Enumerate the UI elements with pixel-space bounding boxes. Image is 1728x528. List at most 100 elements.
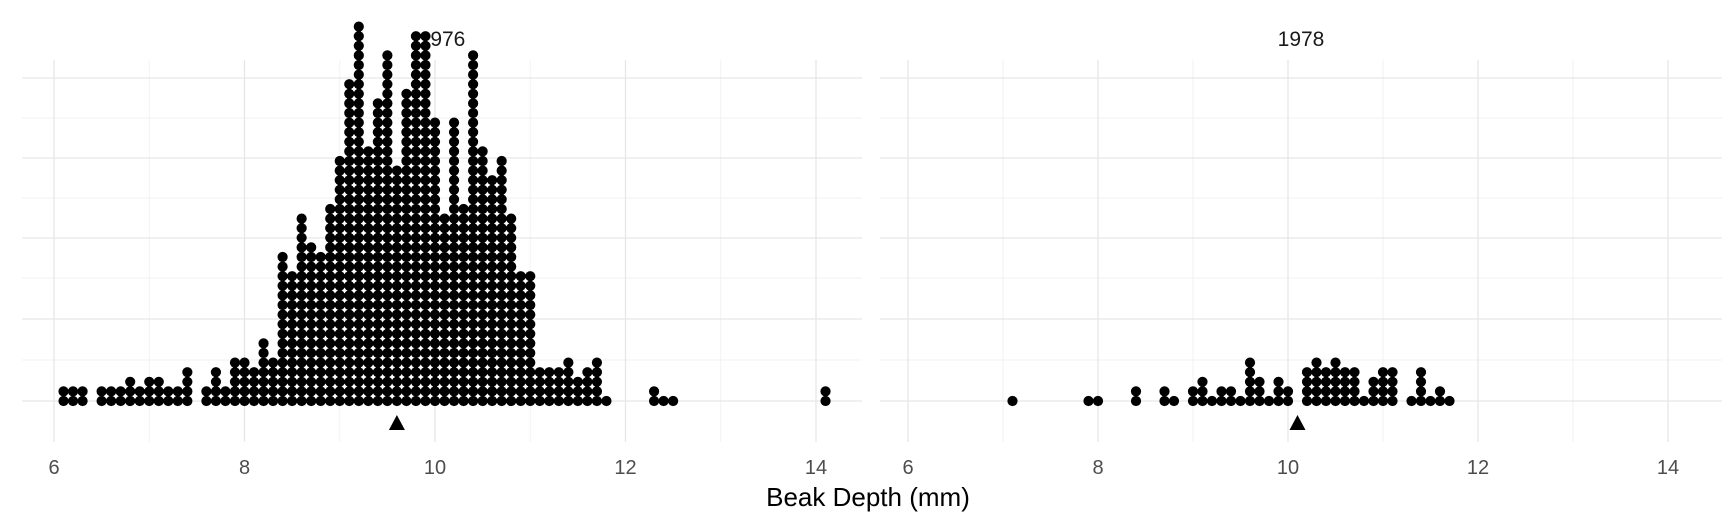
data-dot bbox=[391, 175, 402, 186]
data-dot bbox=[334, 290, 345, 301]
data-dot bbox=[439, 338, 450, 349]
data-dot bbox=[420, 213, 431, 224]
data-dot bbox=[325, 203, 336, 215]
data-dot bbox=[477, 194, 488, 205]
panel-1978: 6 8 10 12 14 1978 bbox=[880, 28, 1722, 479]
data-dot bbox=[391, 299, 402, 311]
data-dot bbox=[334, 242, 345, 253]
data-dot bbox=[458, 213, 469, 224]
data-dot bbox=[401, 347, 412, 359]
data-dot bbox=[525, 280, 536, 291]
data-dot bbox=[125, 395, 136, 407]
data-dot bbox=[334, 367, 345, 378]
data-dot bbox=[544, 395, 555, 407]
data-dot bbox=[1377, 367, 1389, 378]
data-dot bbox=[525, 299, 536, 311]
data-dot bbox=[448, 165, 460, 176]
data-dot bbox=[477, 309, 488, 320]
data-dot bbox=[410, 299, 422, 311]
data-dot bbox=[334, 338, 345, 349]
data-dot bbox=[410, 155, 422, 167]
data-dot bbox=[325, 386, 336, 397]
data-dot bbox=[353, 376, 364, 387]
data-dot bbox=[410, 261, 422, 272]
data-dot bbox=[344, 223, 355, 234]
data-dot bbox=[306, 367, 317, 378]
data-dot bbox=[315, 261, 326, 272]
data-dot bbox=[515, 347, 526, 359]
data-dot bbox=[106, 386, 117, 397]
data-dot bbox=[525, 338, 536, 349]
data-dot bbox=[477, 328, 488, 339]
data-dot bbox=[458, 338, 469, 349]
data-dot bbox=[477, 165, 488, 176]
data-dot bbox=[487, 395, 498, 407]
data-dot bbox=[344, 251, 355, 263]
data-dot bbox=[458, 347, 469, 359]
data-dot bbox=[372, 98, 383, 109]
data-dot bbox=[353, 79, 364, 90]
data-dot bbox=[477, 386, 488, 397]
data-dot bbox=[1244, 376, 1256, 387]
data-dot bbox=[534, 386, 545, 397]
data-dot bbox=[468, 117, 479, 128]
data-dot bbox=[372, 213, 383, 224]
data-dot bbox=[582, 367, 593, 378]
data-dot bbox=[315, 367, 326, 378]
data-dot bbox=[382, 69, 393, 80]
data-dot bbox=[382, 376, 393, 387]
data-dot bbox=[363, 251, 374, 263]
data-dot bbox=[477, 155, 488, 167]
data-dot bbox=[1387, 395, 1398, 407]
data-dot bbox=[353, 328, 364, 339]
data-dot bbox=[410, 338, 422, 349]
data-dot bbox=[315, 319, 326, 330]
data-dot bbox=[277, 376, 288, 387]
data-dot bbox=[1415, 395, 1427, 407]
data-dot bbox=[496, 319, 507, 330]
data-dot bbox=[496, 165, 507, 176]
data-dot bbox=[353, 290, 364, 301]
data-dot bbox=[420, 88, 431, 99]
data-dot bbox=[410, 280, 422, 291]
data-dot bbox=[1263, 395, 1275, 407]
data-dot bbox=[401, 136, 412, 147]
data-dot bbox=[382, 155, 393, 167]
data-dot bbox=[382, 146, 393, 157]
data-dot bbox=[496, 376, 507, 387]
data-dot bbox=[353, 136, 364, 147]
data-dot bbox=[429, 299, 441, 311]
data-dot bbox=[315, 309, 326, 320]
data-dot bbox=[420, 79, 431, 90]
data-dot bbox=[372, 127, 383, 138]
data-dot bbox=[287, 357, 298, 368]
data-dot bbox=[382, 299, 393, 311]
data-dot bbox=[287, 367, 298, 378]
data-dot bbox=[344, 194, 355, 205]
data-dot bbox=[239, 386, 250, 397]
data-dot bbox=[153, 395, 164, 407]
data-dot bbox=[344, 271, 355, 282]
data-dot bbox=[468, 271, 479, 282]
data-dot bbox=[487, 242, 498, 253]
data-dot bbox=[344, 395, 355, 407]
data-dot bbox=[296, 251, 307, 263]
data-dot bbox=[353, 309, 364, 320]
x-tick-label: 6 bbox=[48, 457, 59, 479]
data-dot bbox=[448, 261, 460, 272]
data-dot bbox=[277, 271, 288, 282]
data-dot bbox=[668, 395, 679, 407]
data-dot bbox=[487, 261, 498, 272]
data-dot bbox=[315, 386, 326, 397]
data-dot bbox=[420, 31, 431, 42]
data-dot bbox=[267, 367, 279, 378]
data-dot bbox=[1339, 367, 1351, 378]
data-dot bbox=[363, 319, 374, 330]
data-dot bbox=[353, 98, 364, 109]
data-dot bbox=[429, 203, 441, 215]
data-dot bbox=[515, 386, 526, 397]
data-dot bbox=[277, 338, 288, 349]
data-dot bbox=[344, 357, 355, 368]
data-dot bbox=[287, 299, 298, 311]
data-dot bbox=[496, 251, 507, 263]
